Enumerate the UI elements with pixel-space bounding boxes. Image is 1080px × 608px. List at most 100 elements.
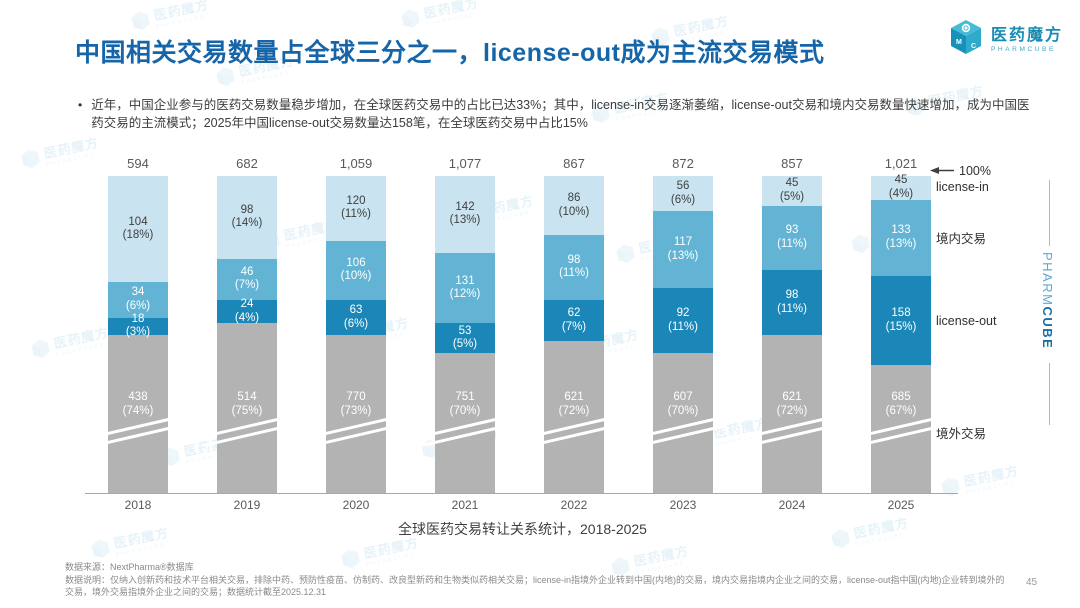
brand-subtitle: PHARMCUBE — [991, 46, 1056, 53]
segment-境外交易 — [108, 335, 168, 493]
segment-境内交易: 46 (7%) — [217, 258, 277, 300]
segment-value-label: 514 (75%) — [231, 391, 263, 417]
segment-license-out: 158 (15%) — [871, 276, 931, 365]
bar-total-label: 867 — [563, 156, 585, 171]
segment-value-label: 438 (74%) — [122, 391, 154, 417]
segment-license-in: 104 (18%) — [108, 176, 168, 283]
segment-境内交易: 106 (10%) — [326, 240, 386, 300]
legend-overseas: 境外交易 — [936, 427, 987, 441]
segment-value-label: 92 (11%) — [668, 307, 698, 333]
segment-value-label: 751 (70%) — [449, 391, 481, 417]
segment-value-label: 621 (72%) — [776, 391, 808, 417]
segment-境内交易: 93 (11%) — [762, 205, 822, 271]
x-axis-tick-label: 2018 — [124, 498, 152, 512]
segment-license-in: 142 (13%) — [435, 176, 495, 253]
segment-value-label: 46 (7%) — [234, 265, 260, 292]
segment-value-label: 98 (11%) — [777, 289, 807, 315]
segment-license-in: 45 (5%) — [762, 176, 822, 206]
segment-license-out: 92 (11%) — [653, 288, 713, 353]
bar-total-label: 594 — [127, 156, 149, 171]
segment-license-out: 62 (7%) — [544, 299, 604, 342]
segment-license-out: 63 (6%) — [326, 299, 386, 336]
segment-境内交易: 133 (13%) — [871, 199, 931, 277]
segment-value-label: 158 (15%) — [885, 307, 917, 333]
x-axis-tick-label: 2021 — [451, 498, 479, 512]
summary-bullet: • 近年，中国企业参与的医药交易数量稳步增加，在全球医药交易中的占比已达33%；… — [78, 97, 1038, 132]
segment-value-label: 56 (6%) — [670, 180, 696, 206]
segment-value-label: 621 (72%) — [558, 391, 590, 417]
segment-value-label: 24 (4%) — [234, 298, 260, 324]
segment-境外交易 — [762, 335, 822, 493]
x-axis-tick-label: 2019 — [233, 498, 261, 512]
segment-value-label: 45 (5%) — [779, 177, 805, 203]
chart-caption: 全球医药交易转让关系统计，2018-2025 — [398, 521, 647, 537]
page-number: 45 — [1026, 577, 1038, 588]
page-title: 中国相关交易数量占全球三分之一，license-out成为主流交易模式 — [75, 39, 825, 67]
legend-license-in: license-in — [936, 180, 989, 194]
segment-value-label: 45 (4%) — [888, 174, 914, 200]
segment-license-in: 56 (6%) — [653, 176, 713, 212]
brand-name: 医药魔方 — [991, 27, 1064, 44]
data-description-note: 数据说明：仅纳入创新药和技术平台相关交易，排除中药、预防性疫苗、仿制药、改良型新… — [65, 575, 1005, 597]
segment-value-label: 607 (70%) — [667, 391, 699, 417]
segment-境外交易 — [217, 323, 277, 493]
segment-境外交易 — [326, 335, 386, 493]
bar-2022: 867 86 (10%) 98 (11%) 62 (7%) 621 (72%) 2022 — [530, 156, 618, 512]
pharmcube-cube-icon: M C — [948, 18, 984, 63]
segment-license-in: 120 (11%) — [326, 176, 386, 241]
bar-total-label: 682 — [236, 156, 258, 171]
bar-2020: 1,059 120 (11%) 106 (10%) 63 (6%) 770 (73%) 2020 — [312, 156, 400, 512]
segment-value-label: 93 (11%) — [777, 224, 807, 250]
segment-value-label: 131 (12%) — [449, 274, 481, 301]
data-source-note: 数据来源：NextPharma®数据库 — [65, 562, 194, 572]
segment-value-label: 117 (13%) — [667, 236, 699, 262]
segment-license-in: 45 (4%) — [871, 174, 931, 200]
x-axis-tick-label: 2023 — [669, 498, 697, 512]
segment-境内交易: 117 (13%) — [653, 211, 713, 289]
segment-license-out: 98 (11%) — [762, 270, 822, 336]
hundred-percent-annotation: 100% — [930, 164, 991, 178]
legend-domestic: 境内交易 — [936, 232, 987, 246]
segment-value-label: 63 (6%) — [343, 304, 369, 330]
sidebar-rule-bottom — [1049, 363, 1050, 425]
hundred-percent-label: 100% — [959, 164, 991, 178]
bar-total-label: 1,059 — [339, 156, 373, 171]
segment-境内交易: 98 (11%) — [544, 235, 604, 300]
segment-value-label: 98 (14%) — [231, 203, 263, 230]
segment-license-in: 98 (14%) — [217, 176, 277, 259]
bar-total-label: 1,021 — [884, 156, 918, 171]
segment-value-label: 53 (5%) — [452, 324, 478, 351]
segment-value-label: 133 (13%) — [885, 224, 917, 250]
segment-境内交易: 131 (12%) — [435, 252, 495, 324]
brand-logo: M C 医药魔方 PHARMCUBE — [948, 18, 1063, 63]
bar-total-label: 872 — [672, 156, 694, 171]
segment-license-in: 86 (10%) — [544, 176, 604, 235]
bar-2023: 872 56 (6%) 117 (13%) 92 (11%) 607 (70%) 2023 — [639, 156, 727, 512]
segment-value-label: 62 (7%) — [561, 307, 587, 333]
segment-境内交易: 34 (6%) — [108, 282, 168, 318]
x-axis-tick-label: 2024 — [778, 498, 806, 512]
svg-text:M: M — [956, 39, 962, 46]
bar-2025: 1,021 45 (4%) 133 (13%) 158 (15%) 685 (67%) 2025 — [857, 156, 945, 512]
segment-value-label: 18 (3%) — [125, 312, 151, 339]
segment-value-label: 104 (18%) — [122, 215, 154, 242]
x-axis-line — [85, 493, 958, 494]
segment-境外交易 — [544, 341, 604, 493]
x-axis-tick-label: 2025 — [887, 498, 915, 512]
segment-value-label: 34 (6%) — [125, 286, 151, 312]
left-arrow-icon — [930, 164, 954, 178]
bar-2018: 594 104 (18%) 34 (6%) 18 (3%) 438 (74%) 2018 — [94, 156, 182, 512]
legend-license-out: license-out — [936, 314, 997, 328]
bar-total-label: 857 — [781, 156, 803, 171]
sidebar-vertical-brand: PHARMCUBE — [1040, 252, 1055, 349]
sidebar-brand-cube: CUBE — [1040, 306, 1055, 350]
segment-license-out: 24 (4%) — [217, 298, 277, 324]
bullet-text: 近年，中国企业参与的医药交易数量稳步增加，在全球医药交易中的占比已达33%；其中… — [91, 98, 1030, 130]
sidebar-rule-top — [1049, 180, 1050, 246]
bar-2019: 682 98 (14%) 46 (7%) 24 (4%) 514 (75%) 2019 — [203, 156, 291, 512]
x-axis-tick-label: 2020 — [342, 498, 370, 512]
sidebar-brand-pharm: PHARM — [1040, 252, 1055, 307]
segment-value-label: 98 (11%) — [559, 253, 589, 280]
